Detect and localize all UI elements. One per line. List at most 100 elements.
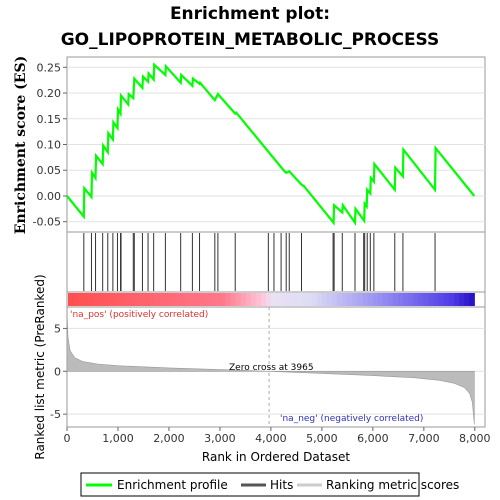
legend: Enrichment profile Hits Ranking metric s…	[80, 472, 459, 497]
color-bar-segment	[169, 293, 176, 306]
color-bar-segment	[398, 293, 404, 306]
color-bar-segment	[296, 293, 303, 306]
color-bar-segment	[377, 293, 384, 306]
color-bar-segment	[321, 293, 328, 306]
rank-color-bar-panel	[66, 291, 486, 308]
color-bar-segment	[164, 293, 171, 306]
color-bar-segment	[337, 293, 343, 306]
color-bar-segment	[301, 293, 308, 306]
ranked-list-x-ticks: 0 1,000 2,000 3,000 4,000 5,000 6,000 7,000 8,00…	[64, 427, 491, 445]
color-bar-segment	[342, 293, 348, 306]
ranked-list-y-tick-label: 0	[54, 365, 61, 378]
color-bar-segment	[433, 293, 440, 306]
color-bar-segment	[459, 293, 465, 306]
color-bar-segment	[332, 293, 338, 306]
color-bar-segment	[144, 293, 150, 306]
color-bar-segment	[220, 293, 227, 306]
ranked-list-panel: -5 0 5 0 1,000 2,000 3,000 4,000 5,000 6,000 7,00…	[33, 274, 491, 464]
enrichment-y-tick-label: 0.00	[37, 190, 62, 203]
color-bar-segment	[88, 293, 94, 306]
color-bar-segment	[260, 293, 267, 306]
color-bar-segment	[448, 293, 455, 306]
color-bar-segment	[255, 293, 262, 306]
ranked-list-metric-area	[66, 311, 475, 425]
color-bar-segment	[372, 293, 379, 306]
color-bar-segment	[443, 293, 450, 306]
color-bar-segment	[68, 293, 74, 306]
legend-label-enrichment-profile: Enrichment profile	[117, 478, 228, 492]
ranked-list-y-axis-label: Ranked list metric (PreRanked)	[33, 274, 47, 459]
color-bar-segment	[438, 293, 445, 306]
color-bar-segment	[154, 293, 161, 306]
hits-panel	[66, 231, 486, 293]
color-bar-segment	[174, 293, 181, 306]
color-bar-segment	[266, 293, 272, 306]
color-bar-segment	[235, 293, 242, 306]
color-bar-segment	[128, 293, 135, 306]
color-bar-segment	[413, 293, 420, 306]
color-bar-segment	[352, 293, 359, 306]
hits-lines	[83, 233, 436, 291]
color-bar-segment	[240, 293, 247, 306]
color-bar-segment	[362, 293, 369, 306]
ranked-list-x-tick-label: 7,000	[408, 432, 440, 445]
enrichment-y-tick-label: -0.05	[33, 216, 61, 229]
color-bar-segment	[281, 293, 287, 306]
ranked-list-x-tick-label: 2,000	[153, 432, 185, 445]
color-bar-segment	[139, 293, 145, 306]
ranked-list-x-tick-label: 4,000	[255, 432, 287, 445]
enrichment-y-tick-label: 0.20	[37, 87, 62, 100]
ranked-list-x-tick-label: 5,000	[306, 432, 338, 445]
color-bar-segment	[291, 293, 298, 306]
enrichment-profile-path	[66, 62, 476, 227]
color-bar-segment	[215, 293, 221, 306]
color-bar-segment	[134, 293, 140, 306]
color-bar-segment	[403, 293, 409, 306]
enrichment-profile-line	[66, 62, 476, 227]
zero-cross-annotation: Zero cross at 3965	[229, 363, 314, 373]
color-bar-segment	[118, 293, 125, 306]
enrichment-y-tick-label: 0.15	[37, 113, 62, 126]
color-bar-segment	[230, 293, 237, 306]
ranked-list-y-ticks: -5 0 5	[50, 322, 67, 421]
ranked-list-x-tick-label: 8,000	[459, 432, 491, 445]
color-bar-segment	[311, 293, 318, 306]
hits-panel-frame	[66, 231, 486, 293]
color-bar-segment	[98, 293, 105, 306]
color-bar-segment	[306, 293, 313, 306]
color-bar-segment	[276, 293, 282, 306]
color-bar-segment	[83, 293, 89, 306]
ranked-list-y-tick-label: 5	[54, 322, 61, 335]
ranked-list-x-tick-label: 3,000	[204, 432, 236, 445]
positive-correlation-label: 'na_pos' (positively correlated)	[70, 310, 208, 320]
color-bar-segment	[382, 293, 389, 306]
color-bar-segment	[184, 293, 191, 306]
color-bar-segment	[271, 293, 277, 306]
color-bar-segment	[367, 293, 374, 306]
enrichment-y-ticks: -0.05 0.00 0.05 0.10 0.15 0.20 0.25	[33, 61, 67, 229]
enrichment-y-tick-label: 0.10	[37, 139, 62, 152]
color-bar-segment	[108, 293, 115, 306]
color-bar-segment	[245, 293, 252, 306]
ranked-list-x-tick-label: 6,000	[357, 432, 389, 445]
legend-label-hits: Hits	[270, 478, 293, 492]
color-bar-segment	[210, 293, 216, 306]
color-bar-segment	[347, 293, 354, 306]
color-bar-segment	[189, 293, 196, 306]
color-bar-segment	[250, 293, 257, 306]
color-bar-segment	[327, 293, 333, 306]
color-bar-segment	[423, 293, 430, 306]
color-bar-segment	[149, 293, 155, 306]
color-bar-segment	[113, 293, 120, 306]
color-bar-segment	[194, 293, 201, 306]
ranked-list-x-axis-label: Rank in Ordered Dataset	[202, 450, 350, 464]
color-bar-segment	[393, 293, 399, 306]
enrichment-y-axis-label: Enrichment score (ES)	[13, 56, 29, 234]
color-bar-segment	[200, 293, 206, 306]
color-bar-segment	[123, 293, 130, 306]
ranked-list-x-tick-label: 1,000	[102, 432, 134, 445]
ranked-list-y-tick-label: -5	[50, 408, 61, 421]
color-bar-segment	[387, 293, 394, 306]
color-bar-segment	[78, 293, 84, 306]
